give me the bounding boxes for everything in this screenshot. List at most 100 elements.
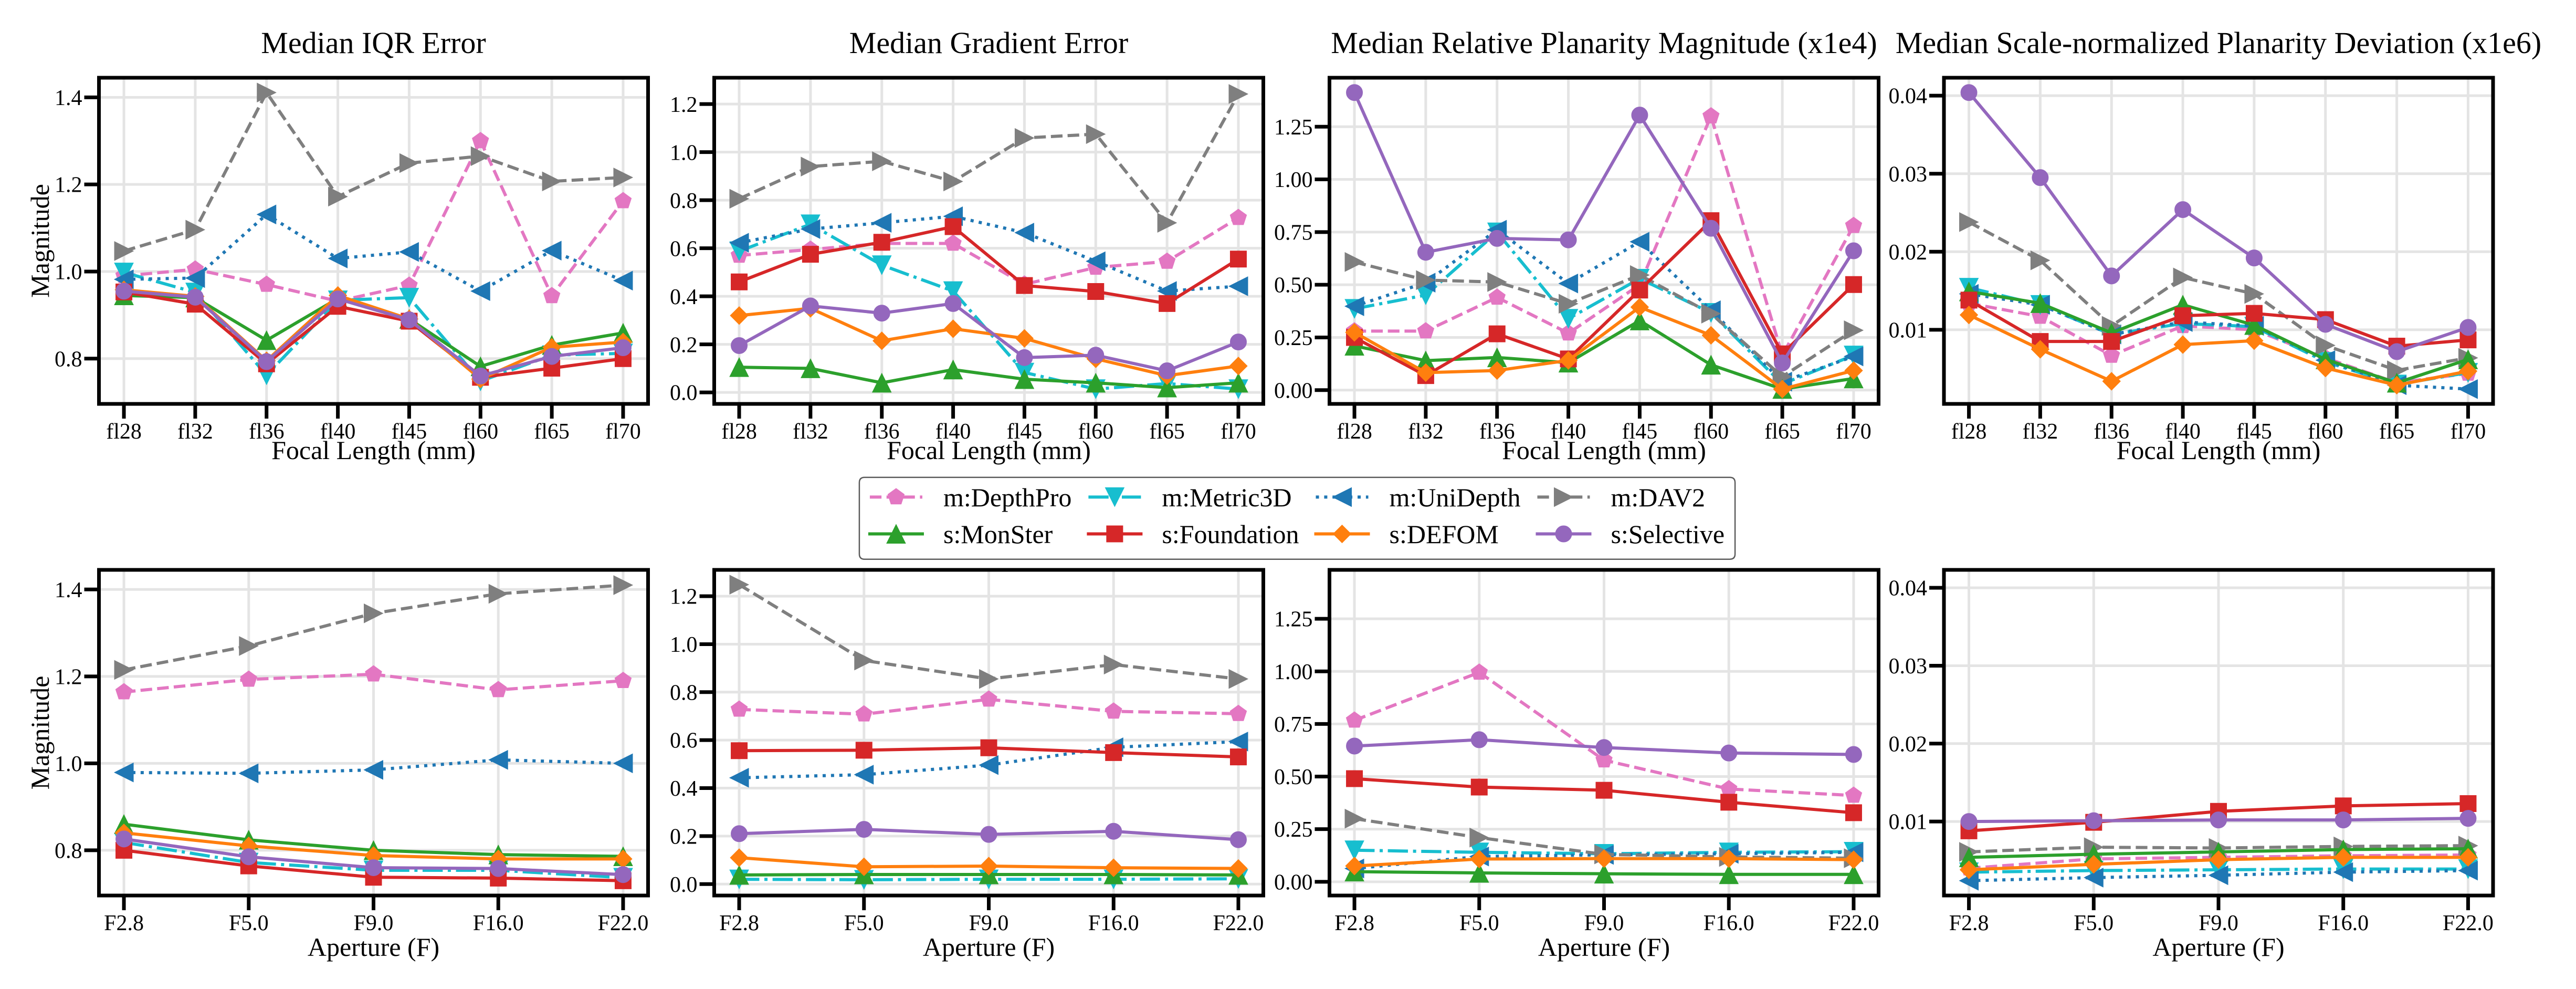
svg-text:fl40: fl40 xyxy=(935,420,971,444)
svg-text:fl28: fl28 xyxy=(1951,420,1987,444)
svg-text:fl32: fl32 xyxy=(793,420,828,444)
svg-text:fl36: fl36 xyxy=(249,420,285,444)
svg-text:fl40: fl40 xyxy=(1551,420,1586,444)
svg-text:0.25: 0.25 xyxy=(1274,818,1313,842)
svg-text:1.00: 1.00 xyxy=(1274,660,1313,684)
svg-text:s:MonSter: s:MonSter xyxy=(943,519,1053,549)
svg-text:Aperture (F): Aperture (F) xyxy=(308,932,439,962)
svg-text:F2.8: F2.8 xyxy=(719,911,759,935)
svg-text:fl65: fl65 xyxy=(2379,420,2415,444)
svg-text:0.01: 0.01 xyxy=(1889,810,1928,835)
svg-text:Median Relative Planarity Magn: Median Relative Planarity Magnitude (x1e… xyxy=(1331,26,1877,60)
svg-text:1.2: 1.2 xyxy=(670,93,698,117)
svg-text:Magnitude: Magnitude xyxy=(25,184,55,298)
svg-text:1.0: 1.0 xyxy=(55,261,82,285)
svg-text:fl70: fl70 xyxy=(2451,420,2486,444)
svg-text:fl65: fl65 xyxy=(534,420,570,444)
svg-text:Aperture (F): Aperture (F) xyxy=(1538,932,1670,962)
svg-text:F16.0: F16.0 xyxy=(2318,911,2369,935)
svg-text:fl28: fl28 xyxy=(106,420,142,444)
svg-text:0.00: 0.00 xyxy=(1274,870,1313,894)
svg-text:fl36: fl36 xyxy=(1479,420,1515,444)
svg-text:F9.0: F9.0 xyxy=(1584,911,1624,935)
svg-text:0.50: 0.50 xyxy=(1274,274,1313,298)
svg-text:m:UniDepth: m:UniDepth xyxy=(1390,483,1521,512)
svg-text:0.02: 0.02 xyxy=(1889,241,1928,265)
svg-text:m:DepthPro: m:DepthPro xyxy=(943,483,1071,512)
svg-text:0.25: 0.25 xyxy=(1274,326,1313,350)
svg-text:0.6: 0.6 xyxy=(670,237,698,261)
svg-text:0.4: 0.4 xyxy=(670,285,698,309)
svg-text:Focal Length (mm): Focal Length (mm) xyxy=(271,435,476,465)
svg-text:Median Scale-normalized Planar: Median Scale-normalized Planarity Deviat… xyxy=(1896,26,2541,60)
svg-text:0.6: 0.6 xyxy=(670,729,698,753)
svg-text:0.03: 0.03 xyxy=(1889,162,1928,186)
svg-text:1.00: 1.00 xyxy=(1274,168,1313,192)
svg-text:0.01: 0.01 xyxy=(1889,318,1928,342)
svg-text:1.2: 1.2 xyxy=(670,585,698,609)
svg-text:1.4: 1.4 xyxy=(55,86,82,110)
svg-text:Median Gradient Error: Median Gradient Error xyxy=(849,26,1128,60)
svg-text:F5.0: F5.0 xyxy=(1459,911,1499,935)
svg-text:fl36: fl36 xyxy=(2094,420,2129,444)
svg-text:0.02: 0.02 xyxy=(1889,732,1928,756)
svg-text:fl45: fl45 xyxy=(1007,420,1043,444)
svg-text:0.2: 0.2 xyxy=(670,825,698,849)
svg-text:1.0: 1.0 xyxy=(670,633,698,657)
svg-text:Focal Length (mm): Focal Length (mm) xyxy=(1502,435,1706,465)
svg-text:F22.0: F22.0 xyxy=(1828,911,1879,935)
svg-text:fl70: fl70 xyxy=(1221,420,1256,444)
svg-text:fl32: fl32 xyxy=(177,420,213,444)
svg-text:F22.0: F22.0 xyxy=(2443,911,2494,935)
svg-text:F16.0: F16.0 xyxy=(1704,911,1754,935)
svg-text:m:DAV2: m:DAV2 xyxy=(1611,483,1705,512)
svg-text:s:DEFOM: s:DEFOM xyxy=(1390,519,1499,549)
svg-text:0.04: 0.04 xyxy=(1889,85,1928,109)
svg-text:fl70: fl70 xyxy=(1836,420,1871,444)
svg-text:1.4: 1.4 xyxy=(55,578,82,602)
svg-text:Focal Length (mm): Focal Length (mm) xyxy=(887,435,1091,465)
svg-text:0.8: 0.8 xyxy=(55,839,82,863)
svg-text:fl70: fl70 xyxy=(605,420,641,444)
svg-text:F22.0: F22.0 xyxy=(598,911,649,935)
svg-text:1.2: 1.2 xyxy=(55,665,82,689)
svg-text:fl45: fl45 xyxy=(2236,420,2272,444)
svg-text:F5.0: F5.0 xyxy=(2074,911,2114,935)
svg-text:fl60: fl60 xyxy=(1693,420,1729,444)
svg-text:0.03: 0.03 xyxy=(1889,654,1928,679)
svg-text:Median IQR Error: Median IQR Error xyxy=(261,26,486,60)
svg-text:1.25: 1.25 xyxy=(1274,116,1313,140)
svg-text:Focal Length (mm): Focal Length (mm) xyxy=(2117,435,2321,465)
svg-text:Aperture (F): Aperture (F) xyxy=(923,932,1055,962)
svg-text:1.0: 1.0 xyxy=(670,141,698,165)
svg-text:s:Selective: s:Selective xyxy=(1611,519,1725,549)
svg-text:0.4: 0.4 xyxy=(670,777,698,801)
svg-text:Magnitude: Magnitude xyxy=(25,676,55,790)
svg-text:fl40: fl40 xyxy=(2165,420,2201,444)
svg-text:F16.0: F16.0 xyxy=(1088,911,1139,935)
svg-text:F9.0: F9.0 xyxy=(969,911,1009,935)
svg-text:F16.0: F16.0 xyxy=(473,911,524,935)
svg-text:F2.8: F2.8 xyxy=(1949,911,1989,935)
svg-text:0.00: 0.00 xyxy=(1274,379,1313,403)
svg-text:fl65: fl65 xyxy=(1764,420,1800,444)
svg-text:0.50: 0.50 xyxy=(1274,765,1313,789)
svg-text:0.04: 0.04 xyxy=(1889,577,1928,601)
svg-text:0.75: 0.75 xyxy=(1274,221,1313,245)
svg-text:F2.8: F2.8 xyxy=(1334,911,1374,935)
svg-text:fl36: fl36 xyxy=(864,420,900,444)
svg-text:fl60: fl60 xyxy=(1078,420,1113,444)
svg-text:fl45: fl45 xyxy=(1622,420,1658,444)
svg-text:0.0: 0.0 xyxy=(670,873,698,897)
svg-text:fl32: fl32 xyxy=(2023,420,2058,444)
svg-text:0.75: 0.75 xyxy=(1274,713,1313,737)
svg-text:F5.0: F5.0 xyxy=(229,911,269,935)
svg-text:0.0: 0.0 xyxy=(670,381,698,405)
svg-text:F2.8: F2.8 xyxy=(104,911,144,935)
svg-text:F9.0: F9.0 xyxy=(354,911,394,935)
svg-text:F5.0: F5.0 xyxy=(844,911,884,935)
svg-text:fl32: fl32 xyxy=(1408,420,1444,444)
svg-text:s:Foundation: s:Foundation xyxy=(1162,519,1299,549)
svg-text:F9.0: F9.0 xyxy=(2199,911,2238,935)
svg-text:0.8: 0.8 xyxy=(670,189,698,213)
